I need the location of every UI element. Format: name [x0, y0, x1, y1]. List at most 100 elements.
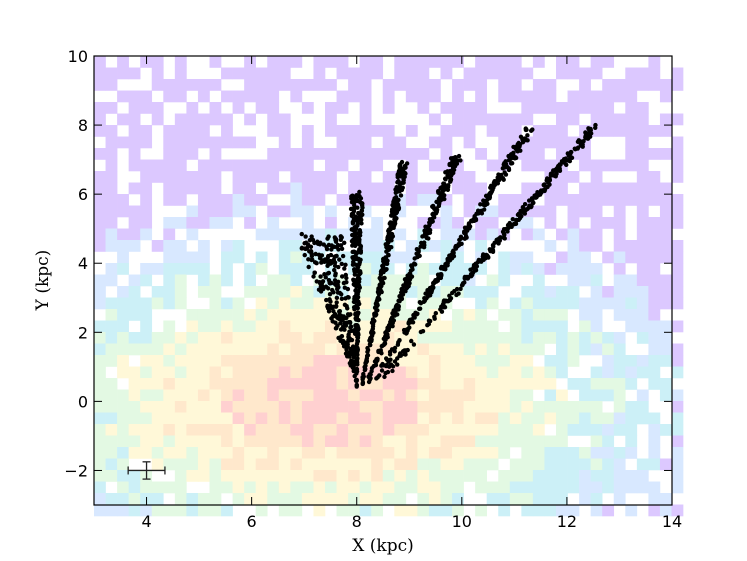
density-cell — [475, 67, 487, 80]
density-cell — [232, 458, 245, 471]
density-cell — [579, 424, 591, 436]
scatter-point — [349, 200, 355, 205]
scatter-point — [315, 241, 321, 246]
density-cell — [625, 79, 638, 91]
density-cell — [290, 228, 303, 241]
density-cell — [579, 343, 591, 356]
density-cell — [521, 412, 534, 425]
density-cell — [590, 159, 603, 172]
density-cell — [359, 424, 372, 436]
density-cell — [336, 493, 349, 505]
density-cell — [625, 435, 638, 448]
density-cell — [405, 286, 418, 298]
density-cell — [452, 320, 464, 333]
density-cell — [117, 366, 129, 379]
density-cell — [232, 240, 245, 252]
density-cell — [278, 240, 291, 252]
scatter-point — [381, 262, 386, 267]
density-cell — [151, 240, 164, 252]
density-cell — [221, 159, 233, 172]
density-cell — [509, 297, 522, 310]
density-cell — [579, 148, 591, 160]
density-cell — [602, 355, 615, 367]
density-cell — [105, 182, 118, 195]
density-cell — [521, 182, 534, 195]
scatter-point — [353, 312, 358, 317]
density-cell — [613, 263, 626, 275]
density-cell — [336, 228, 349, 241]
density-cell — [556, 228, 568, 241]
density-cell — [371, 470, 384, 482]
density-cell — [197, 470, 210, 482]
density-cell — [405, 355, 418, 367]
density-cell — [301, 355, 314, 367]
density-cell — [140, 378, 153, 390]
density-cell — [151, 102, 164, 114]
scatter-point — [423, 291, 428, 296]
scatter-point — [341, 316, 347, 321]
density-cell — [509, 366, 522, 379]
density-cell — [509, 148, 522, 160]
density-cell — [498, 412, 511, 425]
scatter-point — [559, 159, 565, 164]
density-cell — [636, 125, 649, 137]
density-cell — [244, 263, 256, 275]
density-cell — [567, 102, 580, 114]
density-cell — [590, 309, 603, 321]
density-cell — [382, 309, 395, 321]
density-cell — [244, 171, 256, 183]
density-cell — [648, 343, 661, 356]
density-cell — [405, 447, 418, 459]
density-cell — [359, 470, 372, 482]
density-cell — [325, 171, 337, 183]
density-cell — [371, 447, 384, 459]
density-cell — [105, 159, 118, 172]
density-cell — [428, 263, 441, 275]
density-cell — [532, 263, 545, 275]
density-cell — [278, 435, 291, 448]
scatter-point — [345, 306, 350, 311]
scatter-point — [333, 237, 338, 242]
density-cell — [544, 240, 557, 252]
density-cell — [382, 458, 395, 471]
density-cell — [128, 481, 141, 494]
density-cell — [313, 481, 326, 494]
density-cell — [579, 297, 591, 310]
density-cell — [544, 159, 557, 172]
density-cell — [174, 493, 187, 505]
density-cell — [590, 240, 603, 252]
density-cell — [244, 458, 256, 471]
density-cell — [197, 458, 210, 471]
density-cell — [544, 320, 557, 333]
density-cell — [232, 378, 245, 390]
density-cell — [452, 401, 464, 413]
density-cell — [117, 297, 129, 310]
density-cell — [94, 447, 106, 459]
density-cell — [105, 378, 118, 390]
density-cell — [428, 90, 441, 103]
density-cell — [659, 79, 672, 91]
density-cell — [579, 378, 591, 390]
density-cell — [590, 412, 603, 425]
density-cell — [544, 297, 557, 310]
scatter-point — [541, 183, 547, 188]
scatter-point — [374, 304, 380, 309]
density-cell — [336, 159, 349, 172]
density-cell — [417, 470, 430, 482]
scatter-point — [369, 320, 375, 325]
density-cell — [394, 136, 407, 149]
density-cell — [671, 113, 684, 126]
density-cell — [394, 470, 407, 482]
density-cell — [440, 355, 453, 367]
scatter-point — [392, 345, 398, 351]
scatter-point — [434, 209, 439, 215]
density-cell — [625, 401, 638, 413]
density-cell — [371, 274, 384, 287]
density-cell — [290, 194, 303, 206]
scatter-point — [352, 203, 357, 208]
density-cell — [267, 389, 280, 402]
density-cell — [325, 228, 337, 241]
density-cell — [509, 412, 522, 425]
scatter-point — [329, 243, 334, 248]
density-cell — [579, 274, 591, 287]
